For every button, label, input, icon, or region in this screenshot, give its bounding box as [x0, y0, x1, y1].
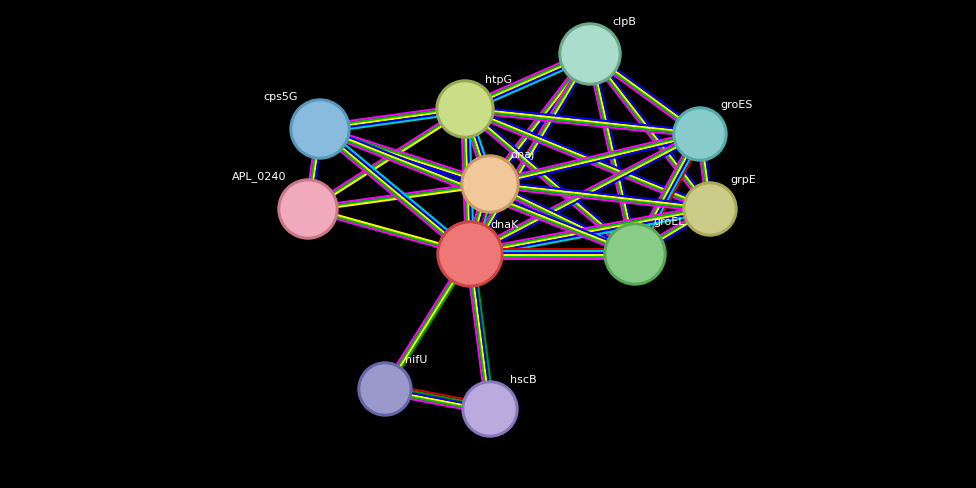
Text: htpG: htpG [485, 75, 512, 85]
Text: groEL: groEL [653, 217, 684, 226]
Circle shape [361, 365, 409, 413]
Circle shape [290, 100, 350, 160]
Text: dnaJ: dnaJ [510, 150, 535, 160]
Text: cps5G: cps5G [264, 92, 298, 102]
Circle shape [462, 381, 518, 437]
Circle shape [281, 183, 335, 237]
Circle shape [465, 384, 515, 434]
Text: nifU: nifU [405, 354, 427, 364]
Circle shape [437, 222, 503, 287]
Text: clpB: clpB [612, 17, 636, 27]
Circle shape [293, 103, 347, 157]
Text: grpE: grpE [730, 175, 755, 184]
Circle shape [673, 108, 727, 162]
Circle shape [676, 111, 724, 159]
Circle shape [683, 183, 737, 237]
Text: groES: groES [720, 100, 752, 110]
Circle shape [439, 84, 491, 136]
Circle shape [559, 24, 621, 86]
Circle shape [461, 156, 519, 214]
Circle shape [436, 81, 494, 139]
Circle shape [278, 180, 338, 240]
Circle shape [464, 159, 516, 210]
Circle shape [686, 185, 734, 234]
Circle shape [562, 27, 618, 83]
Circle shape [604, 224, 666, 285]
Circle shape [607, 226, 663, 283]
Text: hscB: hscB [510, 374, 537, 384]
Text: APL_0240: APL_0240 [231, 171, 286, 182]
Circle shape [358, 362, 412, 416]
Circle shape [440, 224, 500, 285]
Text: dnaK: dnaK [490, 220, 518, 229]
